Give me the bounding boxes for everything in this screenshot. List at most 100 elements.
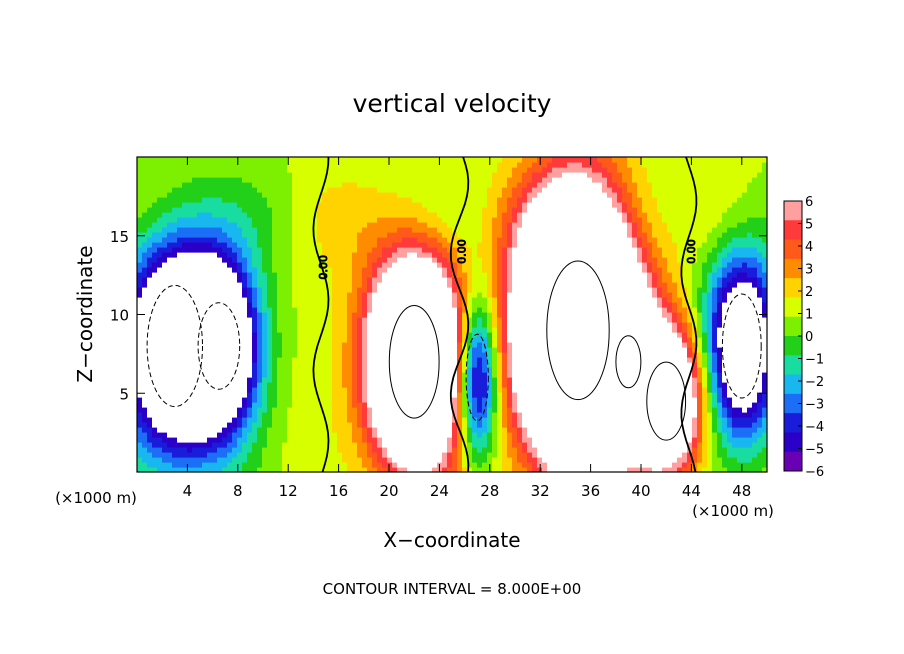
field-cell: [362, 367, 368, 373]
field-cell: [482, 402, 488, 408]
field-cell: [147, 237, 153, 243]
field-cell: [182, 327, 188, 333]
field-cell: [202, 372, 208, 378]
field-cell: [377, 262, 383, 268]
field-cell: [362, 287, 368, 293]
field-cell: [177, 357, 183, 363]
field-cell: [372, 307, 378, 313]
field-cell: [402, 282, 408, 288]
field-cell: [282, 397, 288, 403]
field-cell: [427, 157, 433, 163]
field-cell: [462, 277, 468, 283]
field-cell: [492, 367, 498, 373]
field-cell: [162, 407, 168, 413]
field-cell: [502, 162, 508, 168]
field-cell: [292, 377, 298, 383]
field-cell: [367, 222, 373, 228]
field-cell: [497, 367, 503, 373]
field-cell: [217, 457, 223, 463]
field-cell: [217, 337, 223, 343]
field-cell: [487, 192, 493, 198]
field-cell: [242, 207, 248, 213]
field-cell: [402, 302, 408, 308]
field-cell: [472, 307, 478, 313]
field-cell: [187, 247, 193, 253]
field-cell: [522, 332, 528, 338]
field-cell: [312, 367, 318, 373]
field-cell: [307, 402, 313, 408]
field-cell: [357, 252, 363, 258]
field-cell: [342, 422, 348, 428]
field-cell: [147, 407, 153, 413]
field-cell: [232, 257, 238, 263]
field-cell: [442, 357, 448, 363]
field-cell: [372, 197, 378, 203]
field-cell: [417, 162, 423, 168]
field-cell: [187, 242, 193, 248]
field-cell: [302, 192, 308, 198]
field-cell: [157, 327, 163, 333]
field-cell: [412, 222, 418, 228]
field-cell: [482, 257, 488, 263]
field-cell: [372, 347, 378, 353]
field-cell: [527, 402, 533, 408]
field-cell: [432, 357, 438, 363]
field-cell: [422, 467, 428, 472]
field-cell: [287, 462, 293, 468]
field-cell: [492, 282, 498, 288]
field-cell: [332, 277, 338, 283]
field-cell: [502, 392, 508, 398]
field-cell: [172, 377, 178, 383]
field-cell: [362, 247, 368, 253]
field-cell: [177, 352, 183, 358]
field-cell: [207, 427, 213, 433]
field-cell: [512, 462, 518, 468]
field-cell: [512, 302, 518, 308]
field-cell: [327, 332, 333, 338]
field-cell: [412, 357, 418, 363]
field-cell: [187, 457, 193, 463]
field-cell: [282, 187, 288, 193]
field-cell: [297, 437, 303, 443]
field-cell: [147, 337, 153, 343]
field-cell: [497, 162, 503, 168]
field-cell: [492, 462, 498, 468]
field-cell: [437, 457, 443, 463]
field-cell: [392, 287, 398, 293]
field-cell: [167, 372, 173, 378]
field-cell: [512, 217, 518, 223]
field-cell: [227, 457, 233, 463]
field-cell: [217, 272, 223, 278]
field-cell: [467, 457, 473, 463]
field-cell: [312, 412, 318, 418]
field-cell: [237, 162, 243, 168]
field-cell: [517, 277, 523, 283]
field-cell: [177, 457, 183, 463]
field-cell: [177, 337, 183, 343]
field-cell: [387, 337, 393, 343]
field-cell: [272, 177, 278, 183]
field-cell: [212, 297, 218, 303]
field-cell: [267, 207, 273, 213]
field-cell: [162, 332, 168, 338]
field-cell: [447, 332, 453, 338]
field-cell: [347, 177, 353, 183]
field-cell: [232, 172, 238, 178]
field-cell: [332, 182, 338, 188]
field-cell: [207, 257, 213, 263]
field-cell: [527, 217, 533, 223]
field-cell: [287, 392, 293, 398]
field-cell: [177, 182, 183, 188]
field-cell: [362, 207, 368, 213]
field-cell: [437, 362, 443, 368]
field-cell: [322, 172, 328, 178]
field-cell: [452, 452, 458, 458]
field-cell: [387, 192, 393, 198]
field-cell: [137, 412, 143, 418]
field-cell: [302, 382, 308, 388]
field-cell: [322, 427, 328, 433]
field-cell: [267, 232, 273, 238]
field-cell: [167, 257, 173, 263]
field-cell: [347, 372, 353, 378]
field-cell: [287, 167, 293, 173]
